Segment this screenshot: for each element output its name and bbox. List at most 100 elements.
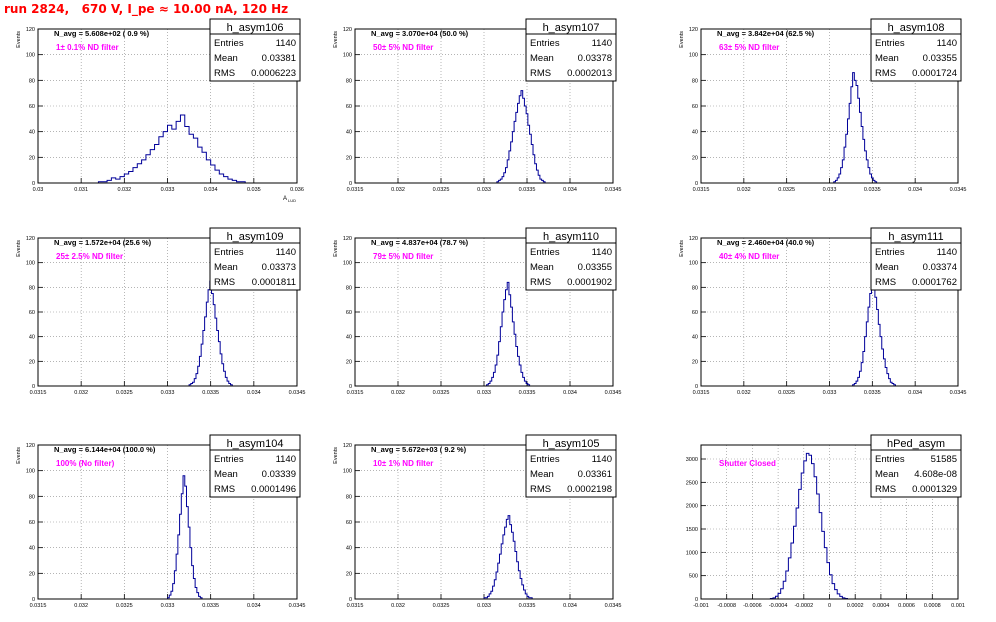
stat-value: 0.03374 <box>923 262 957 273</box>
y-tick-label: 20 <box>29 359 35 365</box>
y-tick-label: 60 <box>692 104 698 110</box>
stat-value: 0.0001496 <box>251 484 296 495</box>
stat-value: 1140 <box>592 247 612 258</box>
y-tick-label: 0 <box>32 597 35 603</box>
x-tick-label: 0.0325 <box>778 187 795 193</box>
navg-label: N_avg = 6.144e+04 (100.0 %) <box>54 445 156 454</box>
histogram-panel: 0.0315 0.032 0.0325 0.033 0.0335 0.034 0.0345 0… <box>333 227 621 396</box>
y-tick-label: 60 <box>29 520 35 526</box>
histogram-name: h_asym110 <box>543 231 599 243</box>
y-tick-label: 3000 <box>686 457 698 463</box>
page-title: run 2824, 670 V, I_pe ≈ 10.00 nA, 120 Hz <box>4 2 289 16</box>
y-tick-label: 100 <box>26 53 35 59</box>
x-axis-label: A <box>283 196 287 202</box>
histogram-series <box>769 452 848 600</box>
y-tick-label: 1500 <box>686 527 698 533</box>
navg-label: N_avg = 3.842e+04 (62.5 %) <box>717 29 815 38</box>
filter-note: 1± 0.1% ND filter <box>56 43 119 52</box>
stat-value: 51585 <box>931 454 957 465</box>
histogram-panel: 0.0315 0.032 0.0325 0.033 0.0335 0.034 0.0345 0… <box>16 434 306 609</box>
stat-value: 0.0001902 <box>567 277 612 288</box>
y-axis-label: Events <box>16 447 22 464</box>
x-tick-label: 0.0315 <box>347 603 364 609</box>
navg-label: N_avg = 5.672e+03 ( 9.2 %) <box>371 445 467 454</box>
stats-box <box>870 227 962 291</box>
y-tick-label: 0 <box>32 384 35 390</box>
x-tick-label: 0.0325 <box>433 187 450 193</box>
stat-label: Entries <box>214 454 244 465</box>
x-tick-label: 0.032 <box>391 187 405 193</box>
stat-value: 0.0001811 <box>252 277 296 288</box>
stats-box <box>525 18 617 82</box>
x-tick-label: -0.001 <box>693 603 709 609</box>
histogram-name: h_asym107 <box>543 22 600 34</box>
x-tick-label: 0.0315 <box>347 390 364 396</box>
x-tick-label: 0.033 <box>477 390 491 396</box>
x-tick-label: 0.0345 <box>289 603 306 609</box>
histogram-name: h_asym111 <box>888 231 943 243</box>
y-axis-label: Events <box>679 240 685 257</box>
histogram-series <box>833 72 878 183</box>
x-tick-label: 0.001 <box>951 603 965 609</box>
x-tick-label: 0.0345 <box>605 603 622 609</box>
y-tick-label: 120 <box>343 443 352 449</box>
y-tick-label: 120 <box>689 27 698 33</box>
x-tick-label: 0.033 <box>161 603 175 609</box>
y-tick-label: 100 <box>26 261 35 267</box>
x-tick-label: 0.0345 <box>950 187 967 193</box>
stats-box <box>209 18 301 82</box>
y-axis-label: Events <box>679 31 685 48</box>
stat-label: Entries <box>875 38 905 49</box>
y-tick-label: 20 <box>346 359 352 365</box>
x-tick-label: 0.0008 <box>924 603 941 609</box>
stat-value: 0.03378 <box>578 53 612 64</box>
filter-note: 40± 4% ND filter <box>719 252 779 261</box>
x-tick-label: 0.0004 <box>872 603 889 609</box>
y-tick-label: 40 <box>29 335 35 341</box>
y-tick-label: 60 <box>692 310 698 316</box>
histogram-series <box>167 475 203 599</box>
y-tick-label: 120 <box>343 27 352 33</box>
stats-box <box>209 227 301 291</box>
filter-note: Shutter Closed <box>719 459 776 468</box>
x-tick-label: 0.0335 <box>202 603 219 609</box>
y-tick-label: 120 <box>26 27 35 33</box>
x-tick-label: 0.031 <box>74 187 88 193</box>
y-tick-label: 0 <box>32 181 35 187</box>
y-tick-label: 120 <box>343 236 352 242</box>
stat-label: Mean <box>875 262 899 273</box>
filter-note: 100% (No filter) <box>56 459 115 468</box>
y-tick-label: 80 <box>346 494 352 500</box>
stat-value: 0.0001762 <box>912 277 957 288</box>
stat-label: Entries <box>214 247 244 258</box>
y-axis-label: Events <box>333 447 339 464</box>
x-tick-label: 0.0325 <box>433 390 450 396</box>
stats-box <box>870 18 962 82</box>
y-axis-label: Events <box>333 31 339 48</box>
stat-label: RMS <box>530 68 551 79</box>
y-axis-label: Events <box>16 240 22 257</box>
histogram-series <box>496 90 546 183</box>
x-tick-label: 0.0335 <box>519 603 536 609</box>
histogram-panel: -0.001 -0.0008 -0.0006 -0.0004 -0.0002 0 0.000… <box>686 434 965 609</box>
histogram-name: h_asym109 <box>227 231 284 243</box>
x-tick-label: 0.035 <box>247 187 261 193</box>
y-tick-label: 0 <box>349 597 352 603</box>
plot-frame <box>37 28 298 184</box>
x-tick-label: 0.0335 <box>864 187 881 193</box>
x-tick-label: 0.033 <box>477 603 491 609</box>
stat-value: 0.03355 <box>923 53 957 64</box>
x-tick-label: 0.034 <box>247 390 261 396</box>
y-tick-label: 500 <box>689 574 698 580</box>
x-tick-label: 0.0315 <box>30 390 47 396</box>
stat-value: 1140 <box>937 247 957 258</box>
x-tick-label: 0.0315 <box>347 187 364 193</box>
stats-box <box>209 434 301 498</box>
filter-note: 10± 1% ND filter <box>373 459 433 468</box>
histogram-name: h_asym104 <box>227 438 284 450</box>
stats-box <box>525 434 617 498</box>
stat-label: RMS <box>875 484 896 495</box>
x-tick-label: 0.034 <box>908 390 922 396</box>
x-tick-label: 0.0335 <box>519 187 536 193</box>
